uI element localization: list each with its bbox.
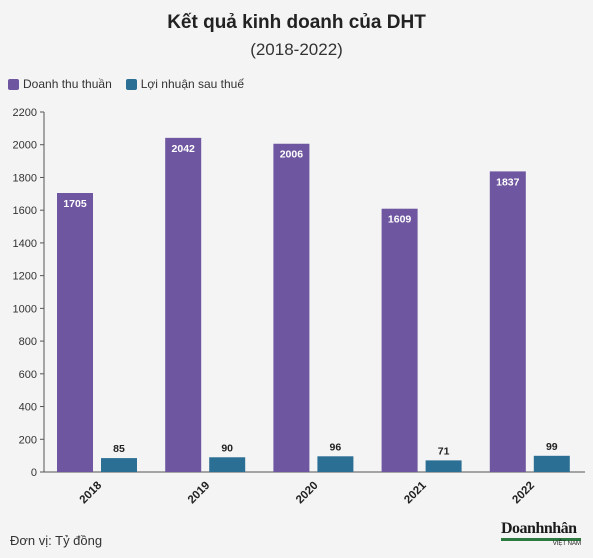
y-tick-label: 1200 (13, 271, 37, 283)
x-tick-label: 2019 (186, 480, 213, 507)
y-tick-label: 200 (19, 434, 37, 446)
y-tick-label: 2000 (13, 140, 37, 152)
logo-wordmark: Doanhnhân (501, 520, 577, 537)
bar-revenue-2018 (57, 193, 93, 472)
x-tick-label: 2021 (402, 479, 429, 506)
y-tick-label: 0 (31, 467, 37, 479)
legend-item-revenue: Doanh thu thuần (8, 77, 112, 91)
y-tick-label: 2200 (13, 107, 37, 119)
unit-note: Đơn vị: Tỷ đồng (10, 533, 103, 548)
x-tick-label: 2018 (78, 479, 105, 506)
bar-profit-2020 (317, 456, 354, 472)
data-label-revenue-2020: 2006 (280, 149, 304, 161)
data-label-profit-2021: 71 (438, 445, 450, 457)
bar-profit-2018 (101, 458, 137, 472)
data-label-profit-2022: 99 (546, 441, 558, 453)
data-label-profit-2018: 85 (113, 443, 125, 455)
bar-revenue-2021 (381, 208, 418, 472)
data-label-revenue-2022: 1837 (496, 176, 520, 188)
bar-chart: 0 200 400 600 800 1000 1200 1400 1600 1800 2000 220… (13, 107, 585, 507)
y-tick-label: 1400 (13, 238, 37, 250)
logo-strip (501, 538, 581, 541)
legend-swatch-revenue (8, 78, 19, 90)
data-label-profit-2019: 90 (221, 442, 233, 454)
bar-revenue-2020 (273, 143, 310, 472)
data-label-revenue-2019: 2042 (172, 143, 196, 155)
legend: Doanh thu thuần Lợi nhuận sau thuế (8, 77, 244, 91)
bar-profit-2022 (533, 455, 570, 472)
bar-profit-2019 (209, 457, 246, 472)
legend-item-profit: Lợi nhuận sau thuế (125, 77, 245, 91)
legend-label-revenue: Doanh thu thuần (23, 77, 112, 91)
data-label-revenue-2021: 1609 (388, 214, 412, 226)
y-tick-label: 1600 (13, 205, 37, 217)
publisher-logo: Doanhnhân VIỆT NAM (501, 521, 581, 549)
data-label-revenue-2018: 1705 (63, 198, 87, 210)
chart-title: Kết quả kinh doanh của DHT (167, 12, 426, 33)
logo-subtext: VIỆT NAM (552, 541, 581, 547)
y-tick-label: 1800 (13, 172, 37, 184)
y-tick-label: 400 (19, 402, 37, 414)
y-tick-label: 600 (19, 369, 37, 381)
legend-swatch-profit (125, 78, 137, 90)
y-tick-label: 800 (19, 336, 37, 348)
bar-revenue-2022 (489, 171, 526, 472)
y-tick-label: 1000 (13, 303, 37, 315)
data-label-profit-2020: 96 (330, 441, 342, 453)
chart-subtitle: (2018-2022) (250, 40, 343, 59)
bar-revenue-2019 (165, 137, 202, 472)
bar-profit-2021 (425, 460, 462, 472)
x-tick-label: 2022 (510, 480, 537, 507)
legend-label-profit: Lợi nhuận sau thuế (140, 77, 245, 91)
x-tick-label: 2020 (294, 480, 321, 507)
